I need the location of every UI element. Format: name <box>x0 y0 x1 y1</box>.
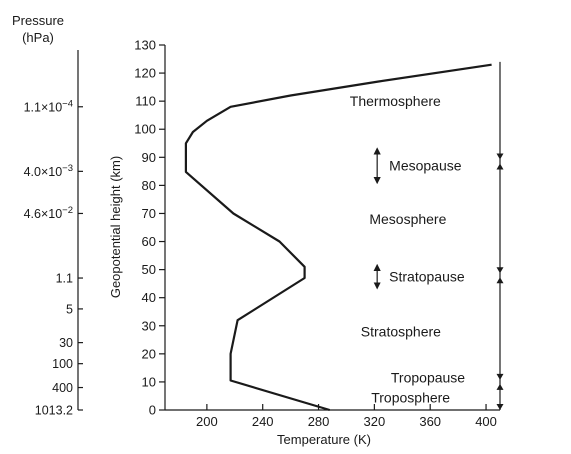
pressure-tick-label: 1013.2 <box>35 404 73 418</box>
y-tick-label: 20 <box>142 346 156 361</box>
pressure-tick-label: 1.1×10−4 <box>24 98 73 114</box>
boundary-arrow-up <box>496 383 504 390</box>
boundary-arrow-bottom <box>496 404 504 410</box>
y-tick-label: 130 <box>134 38 156 53</box>
y-tick-label: 100 <box>134 122 156 137</box>
pressure-axis-title-line2: (hPa) <box>22 30 54 45</box>
boundary-arrow-down <box>496 153 504 160</box>
x-axis: 200 240 280 320 360 400 Temperature (K) <box>165 404 500 447</box>
layer-labels: Thermosphere Mesosphere Stratosphere Tropos… <box>350 93 451 405</box>
layer-label: Mesosphere <box>369 211 446 227</box>
y-axis-title: Geopotential height (km) <box>108 156 123 298</box>
pressure-tick-label: 100 <box>52 357 73 371</box>
layer-boundary-indicator <box>496 61 504 410</box>
y-tick-label: 70 <box>142 206 156 221</box>
y-tick-label: 60 <box>142 234 156 249</box>
x-tick-label: 240 <box>252 414 274 429</box>
y-axis: 0 10 20 30 40 50 60 70 80 90 100 110 120 130 Geopoten… <box>108 38 166 418</box>
x-tick-label: 360 <box>419 414 441 429</box>
pressure-tick-label: 400 <box>52 381 73 395</box>
pressure-tick-label: 5 <box>66 302 73 316</box>
pressure-tick-label: 4.0×10−3 <box>24 163 73 179</box>
boundary-arrow-up <box>496 163 504 170</box>
layer-label: Stratosphere <box>361 323 441 339</box>
boundary-arrow-up <box>496 277 504 284</box>
x-tick-label: 200 <box>196 414 218 429</box>
y-tick-label: 80 <box>142 178 156 193</box>
y-tick-label: 50 <box>142 262 156 277</box>
pressure-axis-title-line1: Pressure <box>12 13 64 28</box>
y-tick-label: 120 <box>134 66 156 81</box>
pressure-tick-label: 1.1 <box>56 272 73 286</box>
boundary-arrow-down <box>496 267 504 274</box>
x-tick-label: 280 <box>308 414 330 429</box>
x-tick-label: 400 <box>475 414 497 429</box>
layer-label: Thermosphere <box>350 93 441 109</box>
y-tick-label: 0 <box>149 403 156 418</box>
layer-label: Troposphere <box>371 389 450 405</box>
x-axis-title: Temperature (K) <box>277 432 371 447</box>
pause-labels: Mesopause Stratopause Tropopause <box>373 147 465 386</box>
pressure-tick-label: 30 <box>59 336 73 350</box>
pause-label: Tropopause <box>391 370 465 386</box>
pressure-axis: Pressure (hPa) 1.1×10−44.0×10−34.6×10−21… <box>12 13 83 418</box>
x-tick-label: 320 <box>364 414 386 429</box>
pressure-tick-labels: 1.1×10−4 4.0×10−3 4.6×10−2 1.1 5 30 100 400 1013… <box>24 98 83 418</box>
y-tick-label: 10 <box>142 374 156 389</box>
x-tick-group: 200 240 280 320 360 400 <box>196 404 497 429</box>
temperature-profile-line <box>184 63 492 412</box>
y-tick-label: 40 <box>142 290 156 305</box>
y-tick-label: 30 <box>142 318 156 333</box>
pause-label: Mesopause <box>389 158 462 174</box>
pressure-tick-label: 4.6×10−2 <box>24 205 73 221</box>
y-tick-label: 110 <box>135 94 156 109</box>
y-tick-label: 90 <box>142 150 156 165</box>
boundary-arrow-down <box>496 373 504 380</box>
pause-label: Stratopause <box>389 269 465 285</box>
y-tick-group: 0 10 20 30 40 50 60 70 80 90 100 110 120 130 <box>134 38 165 418</box>
